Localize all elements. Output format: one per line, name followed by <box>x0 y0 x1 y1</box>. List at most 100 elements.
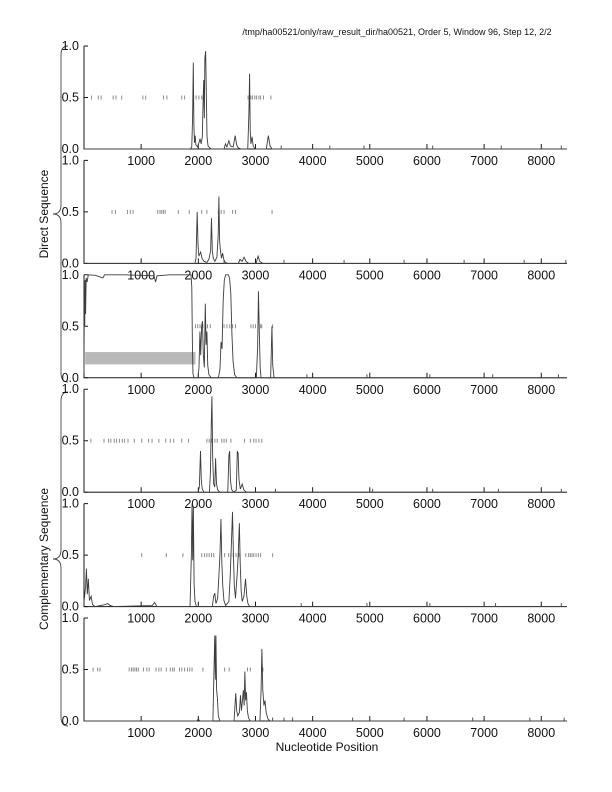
x-tick-label: 4000 <box>299 154 327 168</box>
orf-marker-dashes <box>194 324 274 329</box>
y-tick-label: 1.0 <box>62 382 79 396</box>
baseline-marks <box>300 603 562 607</box>
x-tick-label: 2000 <box>184 268 212 282</box>
x-tick-label: 7000 <box>470 383 498 397</box>
y-axis-ticks <box>84 503 88 608</box>
panels-group: 0.0 0.5 1.0 1000 2000 3000 4000 5000 6000 7000 800… <box>62 39 567 740</box>
x-tick-label: 7000 <box>470 726 498 740</box>
x-tick-label: 7000 <box>470 268 498 282</box>
x-tick-label: 4000 <box>299 497 327 511</box>
complementary-sequence-label: Complementary Sequence <box>37 488 51 630</box>
y-tick-label: 1.0 <box>62 268 79 282</box>
panel-direct-frame-2: 0.0 0.5 1.0 1000 2000 3000 4000 5000 6000 7000 800… <box>62 153 567 282</box>
x-tick-label: 6000 <box>413 154 441 168</box>
y-tick-label: 0.0 <box>62 256 79 270</box>
x-tick-label: 1000 <box>127 497 155 511</box>
orf-marker-dashes <box>92 667 264 672</box>
x-axis-ticks <box>140 716 542 721</box>
y-tick-label: 0.5 <box>62 548 79 562</box>
x-tick-label: 6000 <box>413 497 441 511</box>
x-tick-label: 1000 <box>127 154 155 168</box>
x-tick-label: 5000 <box>356 383 384 397</box>
x-tick-label: 1000 <box>127 726 155 740</box>
y-axis-ticks <box>84 388 88 493</box>
x-tick-label: 5000 <box>356 154 384 168</box>
probability-curve <box>83 503 567 608</box>
x-tick-label: 6000 <box>413 726 441 740</box>
x-tick-label: 4000 <box>299 268 327 282</box>
probability-curve <box>84 635 567 722</box>
x-axis-title: Nucleotide Position <box>276 740 379 754</box>
panel-axis <box>83 389 567 493</box>
y-tick-label: 0.0 <box>62 714 79 728</box>
y-tick-label: 0.0 <box>62 142 79 156</box>
x-tick-label: 4000 <box>299 383 327 397</box>
x-tick-label: 8000 <box>527 497 555 511</box>
x-tick-label: 8000 <box>527 612 555 626</box>
y-tick-label: 0.0 <box>62 600 79 614</box>
x-tick-label: 2000 <box>184 154 212 168</box>
x-tick-label: 7000 <box>470 154 498 168</box>
panel-complementary-frame-2: 0.0 0.5 1.0 1000 2000 3000 4000 5000 6000 7000 800… <box>62 497 567 626</box>
x-tick-label: 7000 <box>470 497 498 511</box>
probability-curve <box>84 196 567 264</box>
orf-marker-dashes <box>111 209 273 214</box>
x-tick-label: 4000 <box>299 612 327 626</box>
x-axis-ticks <box>140 372 542 378</box>
panel-complementary-frame-3: 0.0 0.5 1.0 1000 2000 3000 4000 5000 6000 7000 800… <box>62 611 567 740</box>
panel-direct-frame-1: 0.0 0.5 1.0 1000 2000 3000 4000 5000 6000 7000 800… <box>62 39 567 168</box>
y-tick-label: 1.0 <box>62 497 79 511</box>
panel-axis <box>83 46 567 150</box>
x-tick-label: 8000 <box>527 154 555 168</box>
y-tick-label: 0.0 <box>62 485 79 499</box>
y-tick-label: 1.0 <box>62 611 79 625</box>
baseline-marks <box>274 488 562 493</box>
orf-marker-dashes <box>141 553 274 558</box>
probability-curve <box>84 396 567 493</box>
x-tick-label: 7000 <box>470 612 498 626</box>
x-tick-label: 5000 <box>356 268 384 282</box>
x-tick-label: 3000 <box>242 154 270 168</box>
x-tick-label: 5000 <box>356 497 384 511</box>
probability-curve <box>83 274 567 379</box>
x-tick-label: 8000 <box>527 383 555 397</box>
x-axis-ticks <box>140 487 542 493</box>
x-tick-label: 2000 <box>184 383 212 397</box>
y-tick-label: 0.0 <box>62 371 79 385</box>
panel-axis <box>83 160 567 264</box>
x-tick-label: 4000 <box>299 726 327 740</box>
panel-axis <box>83 503 567 608</box>
x-tick-label: 3000 <box>242 497 270 511</box>
y-axis-ticks <box>84 617 88 722</box>
x-tick-label: 5000 <box>356 726 384 740</box>
baseline-marks <box>280 145 562 149</box>
y-tick-label: 1.0 <box>62 39 79 53</box>
panel-complementary-frame-1: 0.0 0.5 1.0 1000 2000 3000 4000 5000 6000 7000 800… <box>62 382 567 511</box>
probability-curve <box>84 51 567 150</box>
complementary-group-brace-icon <box>52 391 69 727</box>
panel-direct-frame-3: 0.0 0.5 1.0 1000 2000 3000 4000 5000 6000 7000 800… <box>62 268 567 397</box>
y-tick-label: 0.5 <box>62 663 79 677</box>
baseline-marks <box>306 374 559 378</box>
x-tick-label: 2000 <box>184 612 212 626</box>
y-tick-label: 0.5 <box>62 319 79 333</box>
direct-group-brace-icon <box>52 45 69 383</box>
x-tick-label: 6000 <box>413 268 441 282</box>
orf-marker-dashes <box>90 95 272 100</box>
x-axis-ticks <box>140 144 542 149</box>
y-tick-label: 0.5 <box>62 434 79 448</box>
x-tick-label: 3000 <box>242 612 270 626</box>
y-tick-label: 1.0 <box>62 153 79 167</box>
y-axis-ticks <box>84 159 88 264</box>
x-tick-label: 3000 <box>242 726 270 740</box>
x-tick-label: 3000 <box>242 383 270 397</box>
predicted-region-bar <box>85 352 196 365</box>
x-tick-label: 3000 <box>242 268 270 282</box>
x-tick-label: 6000 <box>413 612 441 626</box>
baseline-marks <box>272 717 565 721</box>
x-axis-ticks <box>140 601 542 607</box>
orf-marker-dashes <box>90 438 263 443</box>
x-tick-label: 8000 <box>527 726 555 740</box>
